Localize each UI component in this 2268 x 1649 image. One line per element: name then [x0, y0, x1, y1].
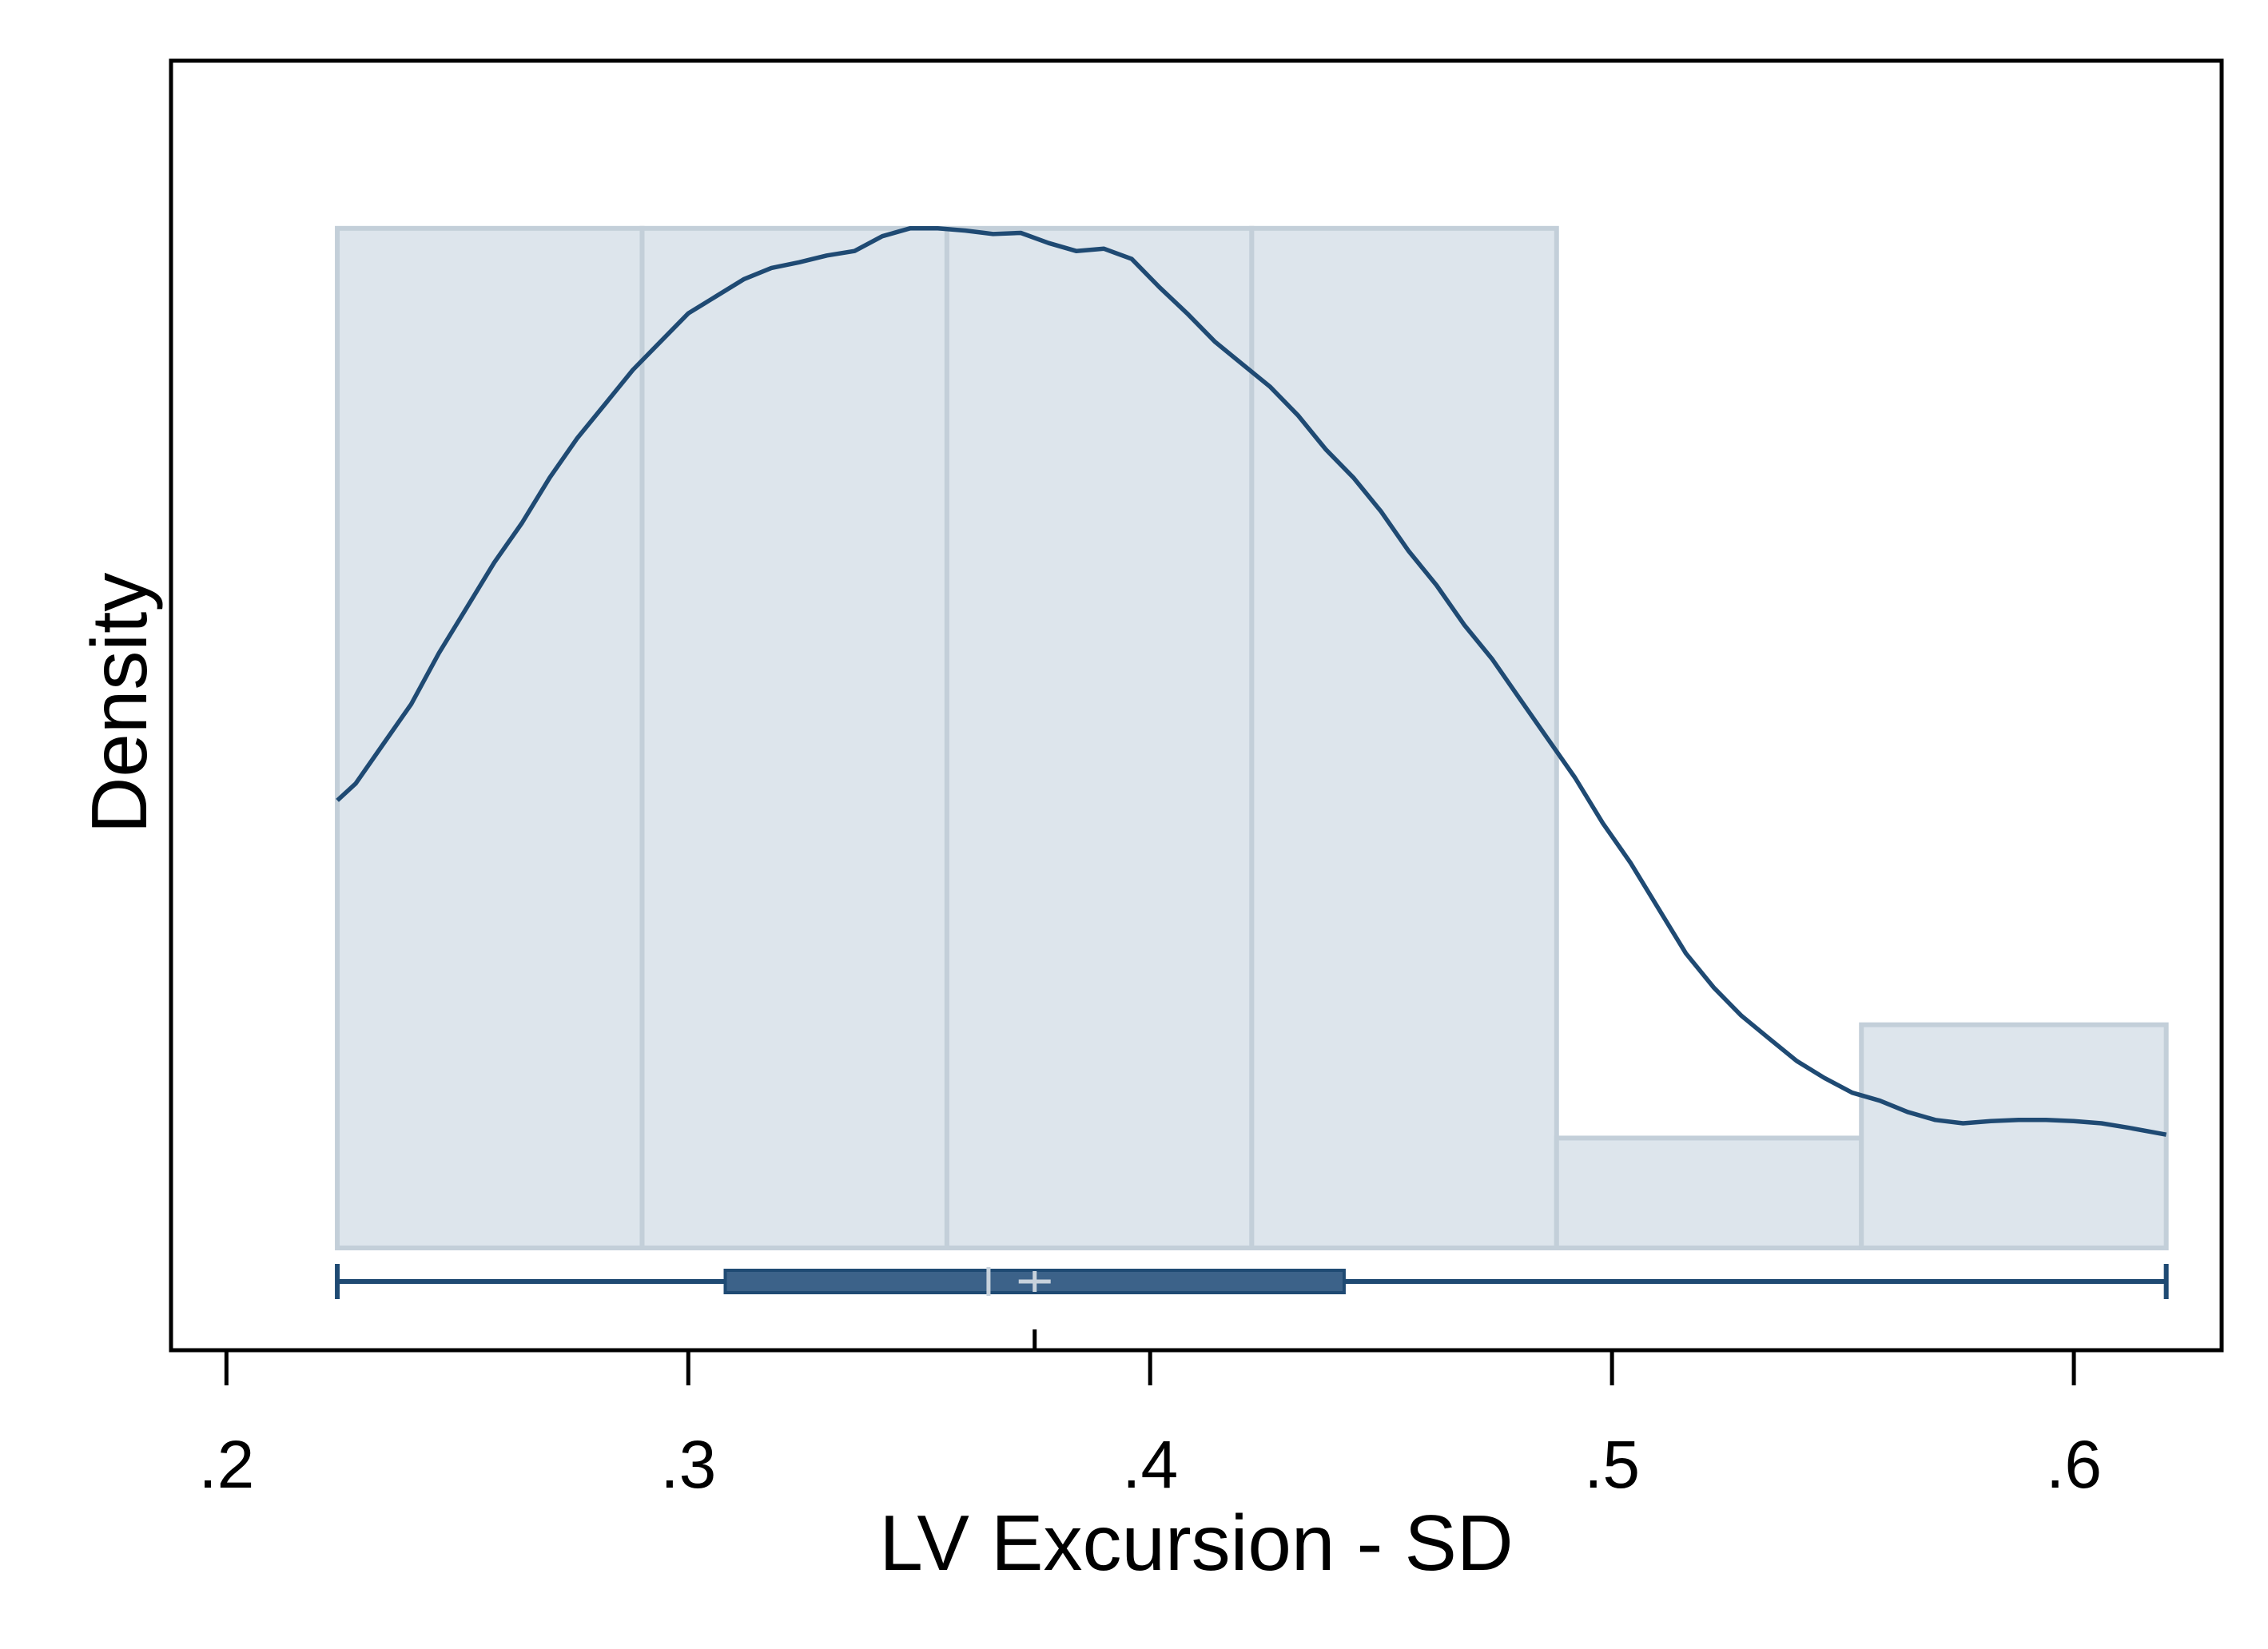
x-tick-label-5: .6	[2046, 1427, 2102, 1502]
x-axis-title: LV Excursion - SD	[879, 1499, 1513, 1587]
x-axis: .2 .3 .4 .5 .6	[198, 1350, 2102, 1502]
density-curve-layer	[336, 226, 2167, 1137]
histogram-bar-1	[335, 225, 645, 1250]
plot-frame	[169, 58, 2224, 1353]
histogram-bar-3	[944, 225, 1255, 1250]
histogram-bar-4	[1249, 225, 1559, 1250]
x-tick-label-3: .4	[1122, 1427, 1178, 1502]
y-axis-title: Density	[75, 573, 163, 834]
histogram-bars	[335, 225, 2169, 1251]
x-tick-label-2: .3	[660, 1427, 716, 1502]
boxplot	[335, 1264, 2169, 1350]
density-curve	[336, 226, 2167, 1137]
histogram-bar-2	[639, 225, 949, 1250]
x-tick-label-1: .2	[198, 1427, 254, 1502]
x-tick-label-4: .5	[1584, 1427, 1640, 1502]
histogram-bar-6	[1859, 1022, 2169, 1251]
histogram-bar-5	[1554, 1135, 1864, 1250]
